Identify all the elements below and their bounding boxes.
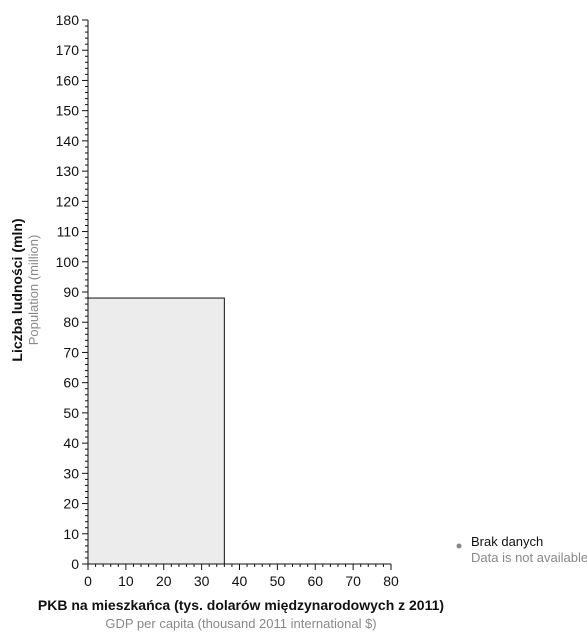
x-tick-label-0: 0 [84, 573, 92, 589]
y-tick-label-0: 0 [71, 556, 79, 572]
plot-area [87, 297, 225, 565]
legend: Brak danych Data is not available [456, 534, 587, 565]
y-tick-label-80: 80 [63, 314, 79, 330]
x-tick-label-10: 10 [118, 573, 134, 589]
y-tick-label-90: 90 [63, 284, 79, 300]
y-tick-label-160: 160 [56, 72, 80, 88]
x-tick-label-60: 60 [307, 573, 323, 589]
x-axis-title-sub: GDP per capita (thousand 2011 internatio… [105, 616, 376, 631]
y-tick-label-150: 150 [56, 103, 80, 119]
x-tick-label-40: 40 [232, 573, 248, 589]
legend-marker [456, 543, 462, 549]
y-tick-label-120: 120 [56, 193, 80, 209]
x-tick-label-80: 80 [383, 573, 399, 589]
legend-label: Brak danych [471, 534, 543, 549]
y-tick-label-100: 100 [56, 254, 80, 270]
x-tick-label-70: 70 [345, 573, 361, 589]
y-tick-label-170: 170 [56, 42, 80, 58]
y-tick-label-180: 180 [56, 12, 80, 28]
x-tick-label-20: 20 [156, 573, 172, 589]
bar-0 [87, 297, 225, 565]
y-tick-label-30: 30 [63, 465, 79, 481]
x-tick-label-50: 50 [270, 573, 286, 589]
x-tick-label-30: 30 [194, 573, 210, 589]
y-tick-label-50: 50 [63, 405, 79, 421]
y-tick-label-140: 140 [56, 133, 80, 149]
y-tick-label-20: 20 [63, 496, 79, 512]
x-axis-title-main: PKB na mieszkańca (tys. dolarów międzyna… [38, 597, 444, 613]
y-axis-title-sub: Population (million) [26, 235, 41, 346]
y-axis-title: Liczba ludności (mln) Population (millio… [9, 218, 41, 361]
y-tick-label-70: 70 [63, 344, 79, 360]
y-tick-label-10: 10 [63, 526, 79, 542]
y-tick-label-110: 110 [57, 224, 80, 240]
axes: 0102030405060708090100110120130140150160… [56, 12, 399, 589]
y-axis-title-main: Liczba ludności (mln) [9, 218, 25, 361]
y-tick-label-40: 40 [63, 435, 79, 451]
y-tick-label-60: 60 [63, 375, 79, 391]
legend-sublabel: Data is not available [471, 550, 587, 565]
y-tick-label-130: 130 [56, 163, 80, 179]
